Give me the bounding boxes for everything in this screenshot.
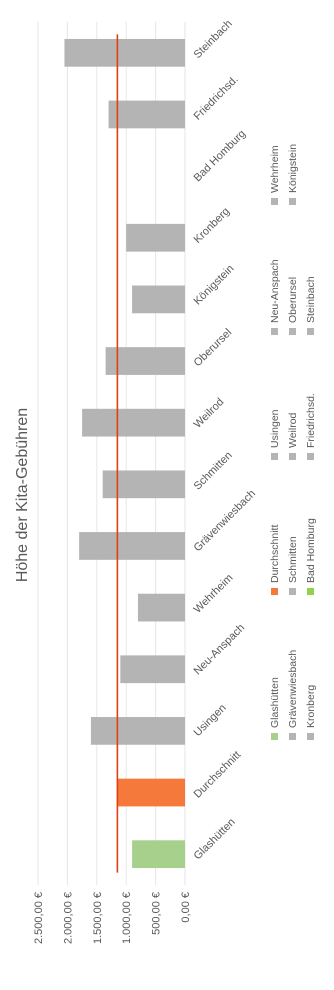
legend-swatch bbox=[307, 733, 314, 740]
category-label: Durchschnitt bbox=[192, 749, 244, 801]
bar-2 bbox=[90, 717, 185, 745]
category-label: Kronberg bbox=[192, 205, 232, 245]
legend-label: Usingen bbox=[269, 409, 281, 448]
y-tick-label: 2.500,00 € bbox=[33, 892, 45, 944]
legend-swatch bbox=[307, 588, 314, 595]
category-labels: Glashütten Durchschnitt Usingen Neu-Anspach… bbox=[192, 18, 258, 862]
legend-label: Königstein bbox=[287, 144, 299, 193]
bar-1 bbox=[117, 778, 185, 807]
bar-13 bbox=[64, 38, 185, 67]
bar-4 bbox=[137, 593, 186, 622]
legend-swatch bbox=[271, 198, 278, 205]
legend-label: Oberursel bbox=[287, 277, 299, 323]
category-label: Steinbach bbox=[192, 18, 235, 61]
legend-label: Steinbach bbox=[305, 276, 317, 323]
category-label: Friedrichsd. bbox=[192, 73, 241, 122]
legend-swatch bbox=[271, 733, 278, 740]
y-tick-label: 2.000,00 € bbox=[62, 892, 74, 944]
bar-7 bbox=[82, 408, 185, 437]
legend-label: Wehrheim bbox=[269, 145, 281, 193]
category-label: Weilrod bbox=[192, 396, 227, 431]
bars bbox=[64, 38, 186, 869]
legend-swatch bbox=[307, 453, 314, 460]
legend-swatch bbox=[289, 453, 296, 460]
legend-swatch bbox=[289, 588, 296, 595]
legend-label: Grävenwiesbach bbox=[287, 650, 299, 728]
chart-title: Höhe der Kita-Gebühren bbox=[14, 408, 31, 582]
category-label: Oberursel bbox=[192, 327, 235, 370]
category-label: Königstein bbox=[192, 263, 237, 308]
legend-swatch bbox=[289, 733, 296, 740]
bar-6 bbox=[102, 470, 185, 499]
category-label: Glashütten bbox=[192, 816, 238, 862]
category-label: Schmitten bbox=[192, 449, 235, 492]
y-axis-ticks: 0,00 € 500,00 € 1.000,00 € 1.500,00 € 2.000,… bbox=[33, 892, 192, 944]
legend-swatch bbox=[289, 328, 296, 335]
category-label: Wehrheim bbox=[192, 572, 236, 616]
category-label: Usingen bbox=[192, 702, 229, 739]
bar-12 bbox=[108, 100, 185, 129]
bar-0 bbox=[132, 840, 185, 869]
legend-swatch bbox=[271, 453, 278, 460]
legend-label: Schmitten bbox=[287, 536, 299, 583]
category-label: Grävenwiesbach bbox=[192, 488, 258, 554]
bar-9 bbox=[132, 285, 185, 314]
category-label: Neu-Anspach bbox=[192, 622, 248, 678]
y-tick-label: 500,00 € bbox=[151, 892, 163, 935]
legend-swatch bbox=[271, 328, 278, 335]
legend: Glashütten Durchschnitt Usingen Neu-Anspach… bbox=[269, 144, 317, 740]
y-tick-label: 1.500,00 € bbox=[92, 892, 104, 944]
legend-label: Friedrichsd. bbox=[305, 393, 317, 448]
legend-swatch bbox=[271, 588, 278, 595]
legend-label: Glashütten bbox=[269, 677, 281, 728]
bar-10 bbox=[126, 223, 185, 252]
legend-label: Neu-Anspach bbox=[269, 259, 281, 323]
grid-lines bbox=[37, 22, 186, 885]
y-tick-label: 0,00 € bbox=[180, 892, 192, 923]
legend-swatch bbox=[289, 198, 296, 205]
legend-label: Durchschnitt bbox=[269, 525, 281, 583]
legend-label: Weilrod bbox=[287, 412, 299, 448]
legend-label: Bad Homburg bbox=[305, 518, 317, 583]
bar-8 bbox=[105, 347, 185, 375]
legend-label: Kronberg bbox=[305, 685, 317, 728]
bar-3 bbox=[120, 655, 185, 684]
legend-swatch bbox=[307, 328, 314, 335]
bar-5 bbox=[79, 532, 185, 560]
category-label: Bad Homburg bbox=[192, 128, 248, 184]
y-tick-label: 1.000,00 € bbox=[121, 892, 133, 944]
